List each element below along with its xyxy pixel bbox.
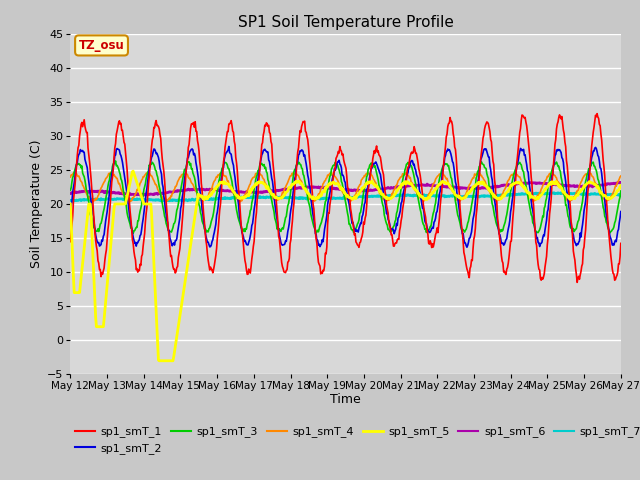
- sp1_smT_5: [617, 183, 625, 189]
- sp1_smT_4: [237, 199, 244, 204]
- sp1_smT_3: [617, 188, 625, 194]
- sp1_smT_2: [463, 244, 471, 250]
- sp1_smT_3: [414, 194, 422, 200]
- sp1_smT_5: [129, 168, 137, 174]
- sp1_smT_4: [414, 192, 422, 198]
- sp1_smT_7: [190, 197, 198, 203]
- Legend: sp1_smT_1, sp1_smT_2, sp1_smT_3, sp1_smT_4, sp1_smT_5, sp1_smT_6, sp1_smT_7: sp1_smT_1, sp1_smT_2, sp1_smT_3, sp1_smT…: [70, 422, 640, 458]
- sp1_smT_6: [190, 187, 198, 192]
- Line: sp1_smT_2: sp1_smT_2: [70, 146, 621, 247]
- sp1_smT_6: [617, 180, 625, 185]
- sp1_smT_4: [190, 183, 198, 189]
- sp1_smT_7: [413, 192, 421, 198]
- sp1_smT_3: [220, 161, 227, 167]
- sp1_smT_4: [77, 179, 85, 184]
- sp1_smT_3: [129, 230, 137, 236]
- sp1_smT_4: [67, 174, 74, 180]
- Line: sp1_smT_1: sp1_smT_1: [70, 114, 621, 282]
- sp1_smT_5: [220, 181, 227, 187]
- sp1_smT_3: [191, 174, 198, 180]
- Title: SP1 Soil Temperature Profile: SP1 Soil Temperature Profile: [237, 15, 454, 30]
- sp1_smT_1: [189, 120, 196, 126]
- Line: sp1_smT_3: sp1_smT_3: [70, 161, 621, 233]
- sp1_smT_2: [413, 173, 421, 179]
- sp1_smT_5: [191, 217, 198, 223]
- sp1_smT_2: [617, 209, 625, 215]
- sp1_smT_5: [156, 358, 163, 364]
- sp1_smT_4: [71, 169, 79, 175]
- sp1_smT_7: [70, 198, 77, 204]
- sp1_smT_1: [67, 239, 74, 244]
- sp1_smT_6: [413, 182, 421, 188]
- sp1_smT_5: [134, 182, 141, 188]
- Y-axis label: Soil Temperature (C): Soil Temperature (C): [30, 140, 43, 268]
- sp1_smT_6: [219, 187, 227, 193]
- sp1_smT_1: [133, 266, 141, 272]
- sp1_smT_3: [112, 158, 120, 164]
- sp1_smT_5: [77, 282, 84, 288]
- sp1_smT_6: [614, 179, 622, 185]
- sp1_smT_2: [225, 144, 233, 149]
- sp1_smT_1: [593, 111, 601, 117]
- sp1_smT_7: [134, 196, 141, 202]
- sp1_smT_1: [429, 241, 436, 247]
- Line: sp1_smT_4: sp1_smT_4: [70, 172, 621, 202]
- sp1_smT_7: [67, 197, 74, 203]
- sp1_smT_3: [77, 162, 84, 168]
- sp1_smT_2: [67, 209, 74, 215]
- X-axis label: Time: Time: [330, 393, 361, 406]
- sp1_smT_1: [413, 151, 420, 156]
- sp1_smT_1: [573, 279, 581, 285]
- sp1_smT_1: [218, 177, 226, 183]
- sp1_smT_7: [219, 196, 227, 202]
- sp1_smT_2: [133, 240, 141, 246]
- sp1_smT_1: [77, 128, 84, 133]
- sp1_smT_1: [617, 240, 625, 246]
- Line: sp1_smT_7: sp1_smT_7: [70, 192, 621, 201]
- Line: sp1_smT_6: sp1_smT_6: [70, 182, 621, 195]
- sp1_smT_3: [67, 188, 74, 193]
- sp1_smT_7: [559, 190, 567, 195]
- sp1_smT_5: [414, 190, 422, 196]
- sp1_smT_5: [430, 188, 438, 193]
- sp1_smT_7: [617, 192, 625, 198]
- sp1_smT_4: [219, 170, 227, 176]
- sp1_smT_4: [617, 173, 625, 179]
- sp1_smT_5: [67, 201, 74, 207]
- sp1_smT_3: [134, 218, 142, 224]
- Text: TZ_osu: TZ_osu: [79, 39, 124, 52]
- sp1_smT_6: [77, 189, 84, 195]
- sp1_smT_7: [77, 198, 85, 204]
- sp1_smT_2: [77, 147, 84, 153]
- sp1_smT_6: [67, 191, 74, 196]
- sp1_smT_7: [429, 193, 437, 199]
- sp1_smT_2: [189, 147, 196, 153]
- sp1_smT_2: [429, 225, 437, 231]
- sp1_smT_6: [429, 182, 437, 188]
- sp1_smT_3: [430, 208, 438, 214]
- sp1_smT_2: [218, 173, 226, 179]
- sp1_smT_6: [140, 192, 148, 198]
- Line: sp1_smT_5: sp1_smT_5: [70, 171, 621, 361]
- sp1_smT_6: [133, 192, 141, 198]
- sp1_smT_4: [134, 187, 141, 192]
- sp1_smT_4: [430, 180, 438, 186]
